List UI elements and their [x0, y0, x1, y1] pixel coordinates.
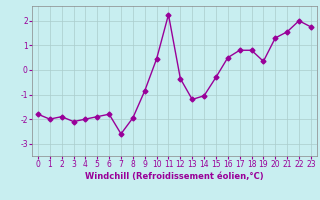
X-axis label: Windchill (Refroidissement éolien,°C): Windchill (Refroidissement éolien,°C) [85, 172, 264, 181]
